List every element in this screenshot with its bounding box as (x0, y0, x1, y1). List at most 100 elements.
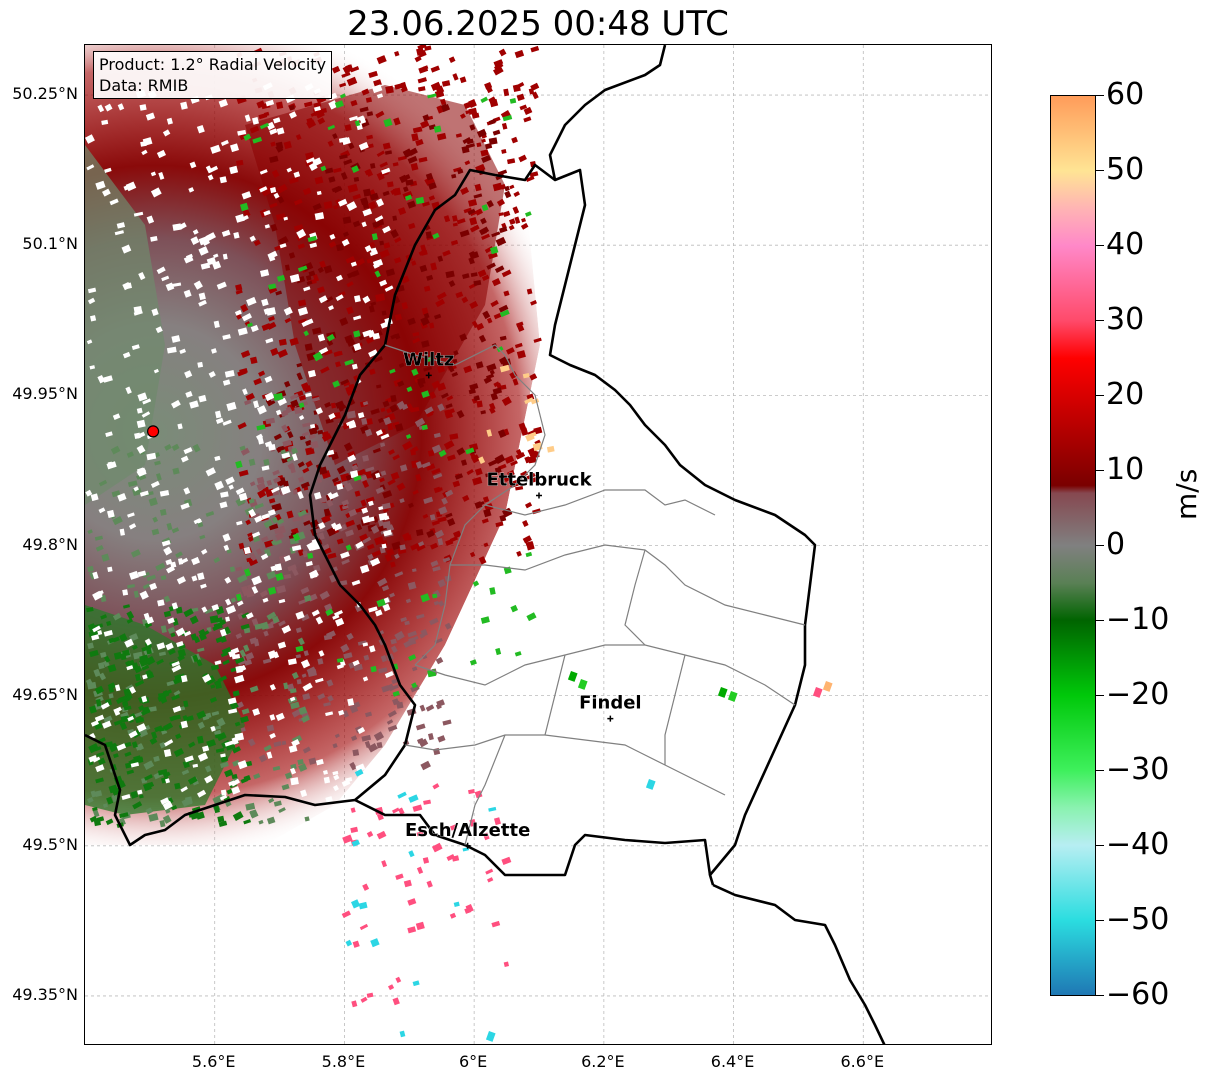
velocity-pixel (429, 391, 437, 400)
velocity-pixel (481, 138, 486, 143)
velocity-pixel (415, 723, 426, 731)
velocity-pixel (407, 926, 417, 934)
velocity-pixel (527, 431, 537, 439)
velocity-pixel (330, 402, 337, 409)
velocity-pixel (220, 789, 227, 796)
velocity-pixel (522, 520, 529, 527)
velocity-pixel (380, 442, 386, 448)
velocity-pixel (530, 45, 540, 53)
velocity-pixel (372, 447, 381, 454)
velocity-pixel (357, 640, 367, 646)
colorbar-tick-label: −50 (1106, 902, 1170, 937)
velocity-pixel (222, 419, 232, 426)
velocity-pixel (404, 620, 410, 626)
velocity-pixel (440, 98, 447, 106)
velocity-pixel (507, 470, 515, 477)
velocity-pixel (341, 238, 350, 247)
velocity-pixel (290, 767, 297, 775)
velocity-pixel (345, 519, 356, 528)
velocity-pixel (394, 553, 400, 560)
velocity-pixel (197, 735, 204, 744)
velocity-pixel (297, 306, 309, 316)
velocity-pixel (501, 396, 512, 407)
velocity-pixel (382, 142, 391, 150)
velocity-pixel (275, 409, 282, 416)
velocity-pixel (497, 429, 507, 438)
velocity-pixel (378, 512, 389, 521)
velocity-pixel (328, 412, 336, 420)
velocity-pixel (177, 643, 186, 650)
velocity-pixel (193, 280, 203, 290)
velocity-pixel (305, 446, 315, 456)
velocity-pixel (380, 655, 388, 663)
velocity-pixel (235, 284, 243, 291)
velocity-pixel (470, 272, 478, 278)
velocity-pixel (429, 617, 439, 626)
velocity-pixel (360, 197, 369, 206)
map-panel[interactable]: Wiltz Ettelbruck Findel Esch/Alzette (84, 44, 992, 1045)
velocity-pixel (156, 642, 166, 650)
velocity-pixel (263, 519, 274, 529)
velocity-pixel (490, 300, 499, 308)
velocity-pixel (524, 397, 534, 405)
velocity-pixel (281, 783, 290, 791)
velocity-pixel (289, 688, 297, 694)
velocity-pixel (377, 417, 384, 424)
velocity-pixel (248, 458, 256, 466)
velocity-pixel (297, 243, 306, 250)
velocity-pixel (518, 422, 527, 431)
velocity-pixel (390, 188, 399, 195)
velocity-pixel (327, 552, 337, 559)
velocity-pixel (259, 590, 269, 598)
velocity-pixel (476, 128, 487, 138)
velocity-pixel (480, 149, 489, 157)
velocity-pixel (105, 431, 113, 437)
velocity-pixel (162, 129, 171, 137)
velocity-pixel (277, 196, 285, 204)
velocity-pixel (425, 463, 436, 471)
velocity-pixel (113, 719, 123, 726)
velocity-pixel (481, 204, 489, 212)
velocity-pixel (356, 524, 363, 531)
velocity-pixel (490, 246, 499, 255)
velocity-pixel (136, 723, 147, 733)
velocity-pixel (284, 317, 292, 324)
velocity-pixel (216, 731, 227, 742)
velocity-pixel (380, 470, 387, 476)
velocity-pixel (113, 651, 123, 660)
velocity-pixel (423, 285, 431, 292)
radar-site-marker (146, 425, 160, 438)
velocity-pixel (431, 520, 440, 526)
velocity-pixel (346, 410, 356, 419)
velocity-pixel (385, 524, 395, 533)
colorbar-tick-mark (1096, 920, 1104, 921)
velocity-pixel (416, 866, 424, 875)
velocity-pixel (423, 496, 434, 504)
velocity-pixel (107, 509, 115, 518)
velocity-pixel (523, 116, 532, 123)
velocity-pixel (431, 842, 443, 853)
velocity-pixel (231, 786, 241, 795)
velocity-pixel (387, 710, 397, 718)
velocity-pixel (273, 527, 282, 535)
velocity-pixel (339, 154, 348, 160)
velocity-pixel (418, 382, 425, 389)
velocity-pixel (138, 473, 147, 481)
colorbar-tick-label: −30 (1106, 752, 1170, 787)
velocity-pixel (245, 652, 255, 661)
velocity-pixel (411, 460, 419, 469)
velocity-pixel (421, 390, 430, 398)
velocity-pixel (192, 654, 199, 663)
velocity-pixel (103, 715, 113, 723)
velocity-pixel (138, 705, 145, 712)
velocity-pixel (297, 265, 308, 272)
velocity-pixel (274, 563, 283, 571)
velocity-pixel (275, 712, 285, 721)
velocity-pixel (196, 710, 207, 720)
velocity-pixel (201, 630, 210, 637)
velocity-pixel (94, 535, 103, 541)
velocity-pixel (224, 740, 234, 747)
velocity-pixel (469, 383, 479, 391)
velocity-pixel (196, 659, 203, 667)
